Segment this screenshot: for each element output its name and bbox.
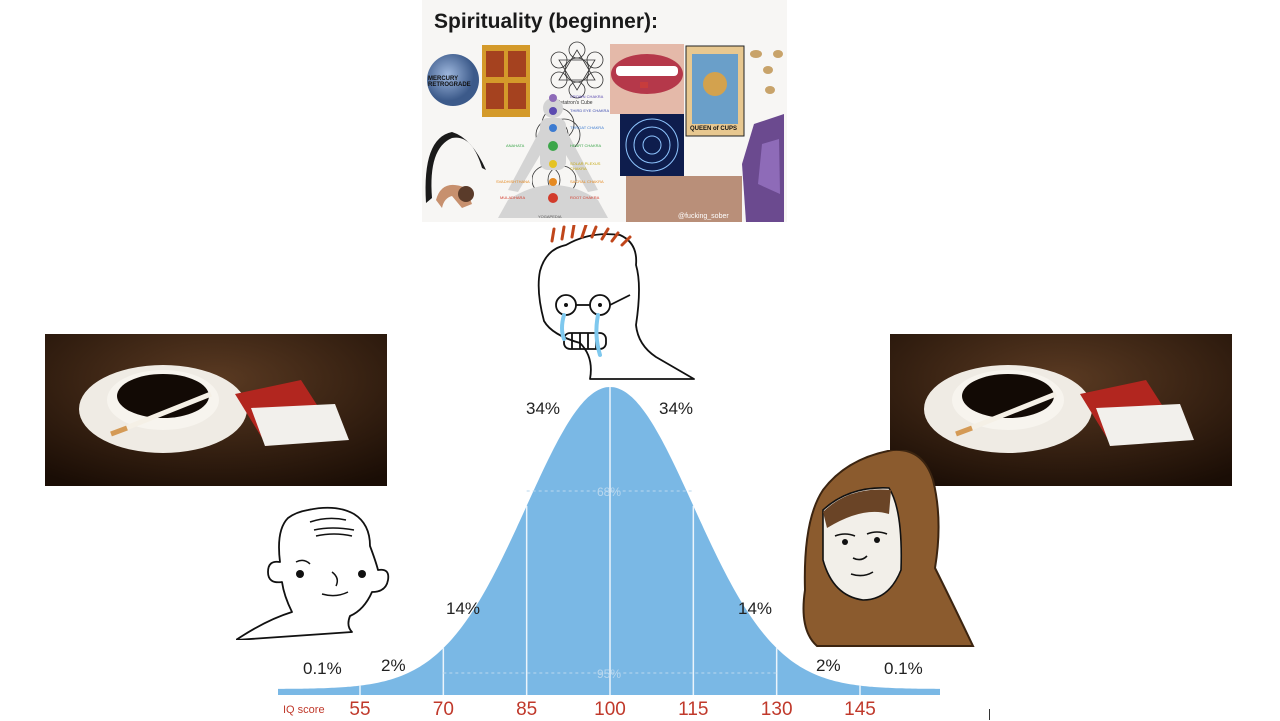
x-tick-70: 70	[432, 699, 454, 720]
spirituality-collage: Spirituality (beginner): MERCURY RETROGR…	[422, 0, 787, 222]
chakra-sacral-label: SACRAL CHAKRA	[570, 179, 604, 184]
yoga-label: YOGAPEDIA	[538, 214, 562, 219]
chakra-crown-label: CROWN CHAKRA	[570, 94, 604, 99]
chakra-solar-label: SOLAR PLEXUS CHAKRA	[570, 161, 601, 171]
coffee-cigarettes-photo-right	[890, 334, 1232, 486]
hooded-monk-wojak-character	[793, 448, 978, 648]
mercury-caption: MERCURY RETROGRADE	[428, 76, 471, 88]
svadhisthana-label: SVADHISHTHANA	[496, 179, 530, 184]
chakra-figure-tile: CROWN CHAKRA THIRD EYE CHAKRA THROAT CHA…	[488, 90, 618, 222]
crowd-photo-tile: @fucking_sober	[626, 176, 742, 222]
stray-line-mark	[989, 709, 990, 720]
tail-left-label: 0.1%	[303, 659, 342, 678]
coffee-cigarettes-photo-left	[45, 334, 387, 486]
x-tick-130: 130	[760, 699, 793, 720]
x-tick-145: 145	[844, 699, 876, 720]
wojak-simple-character	[235, 500, 396, 641]
chakra-throat-label: THROAT CHAKRA	[570, 125, 604, 130]
handle-caption: @fucking_sober	[678, 213, 729, 220]
segment-label-115-130: 14%	[738, 599, 773, 618]
x-tick-100: 100	[594, 699, 626, 720]
x-tick-115: 115	[678, 699, 709, 720]
segment-label-100-115: 34%	[659, 399, 694, 418]
zodiac-wheel-tile	[620, 114, 684, 176]
x-axis-label: IQ score	[283, 704, 325, 716]
crying-nerd-wojak-character	[530, 223, 695, 380]
chakra-heart-label: HEART CHAKRA	[570, 143, 602, 148]
segment-label-55-70: 2%	[381, 656, 406, 675]
lips-tile	[610, 44, 684, 114]
two-sd-label: 95%	[597, 667, 622, 681]
tarot-mushrooms-tile: QUEEN of CUPS	[684, 44, 784, 222]
bell-curve-area	[278, 387, 940, 695]
chakra-third-label: THIRD EYE CHAKRA	[570, 108, 610, 113]
muladhara-label: MULADHARA	[500, 195, 526, 200]
tarot-caption: QUEEN of CUPS	[690, 126, 738, 132]
book-covers-tile	[482, 45, 530, 117]
x-tick-85: 85	[516, 699, 538, 720]
chakra-root-label: ROOT CHAKRA	[570, 195, 600, 200]
one-sd-label: 68%	[597, 485, 622, 499]
tail-right-label: 0.1%	[884, 659, 923, 678]
segment-label-130-145: 2%	[816, 656, 841, 675]
anahata-label: ANAHATA	[506, 143, 525, 148]
collage-title: Spirituality (beginner):	[434, 10, 659, 33]
contortionist-tile	[422, 108, 492, 222]
mercury-planet-tile: MERCURY RETROGRADE	[426, 48, 480, 108]
segment-label-70-85: 14%	[446, 599, 481, 618]
x-tick-55: 55	[349, 699, 371, 720]
metatron-caption: Metatron's Cube	[556, 100, 593, 106]
segment-label-85-100: 34%	[526, 399, 561, 418]
